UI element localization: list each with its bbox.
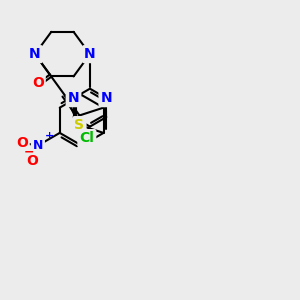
Text: N: N — [84, 47, 96, 61]
Text: O: O — [26, 154, 38, 168]
Text: N: N — [33, 139, 43, 152]
Text: −: − — [24, 146, 34, 159]
Text: +: + — [44, 131, 54, 141]
Text: S: S — [74, 118, 85, 132]
Text: N: N — [68, 91, 79, 105]
Text: O: O — [16, 136, 28, 150]
Text: N: N — [100, 91, 112, 105]
Text: O: O — [32, 76, 44, 90]
Text: N: N — [29, 47, 41, 61]
Text: Cl: Cl — [80, 131, 94, 145]
